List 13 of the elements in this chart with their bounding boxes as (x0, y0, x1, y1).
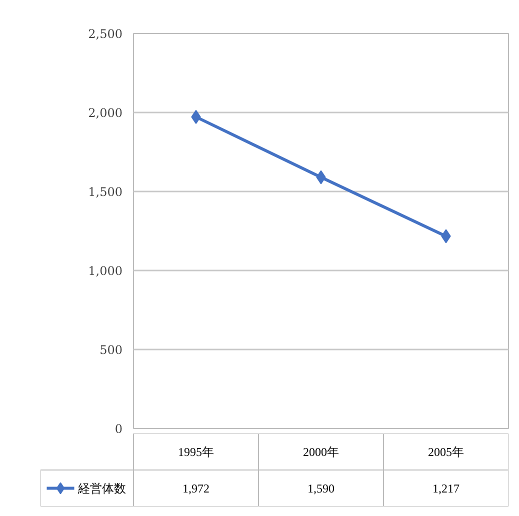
y-tick-label: 1,000 (88, 264, 123, 278)
data-label: 1,217 (432, 481, 460, 496)
data-label: 1,972 (182, 481, 210, 496)
y-tick-label: 1,500 (88, 185, 123, 199)
data-label: 1,590 (308, 481, 334, 496)
y-tick-label: 2,500 (88, 27, 123, 41)
x-tick-label: 1995年 (178, 444, 214, 459)
y-tick-label: 0 (114, 422, 123, 436)
legend-label: 経営体数 (77, 481, 126, 496)
y-tick-label: 2,000 (88, 106, 123, 120)
x-tick-label: 2005年 (428, 444, 464, 459)
y-tick-label: 500 (100, 343, 122, 357)
x-tick-label: 2000年 (303, 444, 339, 459)
